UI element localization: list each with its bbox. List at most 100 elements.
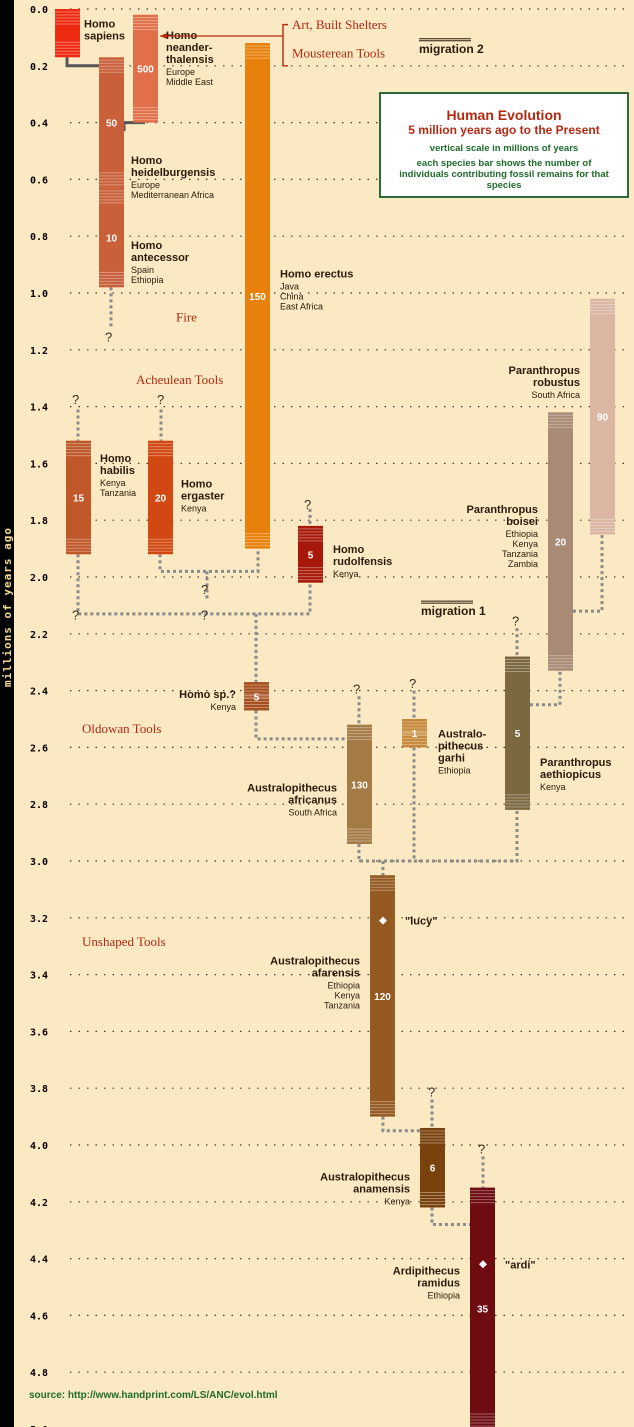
- tool-bracket: [282, 23, 288, 67]
- uncertain-marker: ?: [353, 681, 360, 696]
- species-name: Paranthropus: [540, 757, 612, 769]
- fossil-count: 150: [249, 292, 266, 303]
- axis-ticks: 0.0 0.2 0.4 0.6 0.8 1.0 1.2 1.4 1.6 1.8 2.0 2.2 2.4 2…: [30, 5, 48, 1427]
- lineage-connector: [357, 809, 519, 863]
- species-name: Homo: [84, 19, 115, 31]
- tick-label: 3.6: [30, 1027, 48, 1038]
- lineage-connector: [381, 1116, 420, 1133]
- species-name: Ardipithecus: [393, 1265, 460, 1277]
- species-location: Kenya: [384, 1197, 410, 1207]
- fossil-marker: [379, 916, 387, 925]
- species-name: Paranthropus: [466, 504, 538, 516]
- species-name: sapiens: [84, 31, 125, 43]
- uncertain-marker: ?: [428, 1085, 435, 1100]
- fossil-count: 5: [515, 729, 521, 740]
- species-location: Java: [280, 281, 299, 291]
- tick-label: 1.2: [30, 346, 48, 357]
- uncertain-marker: ?: [72, 608, 79, 623]
- species-name: Australo-: [438, 729, 487, 741]
- uncertain-marker: ?: [478, 1142, 485, 1157]
- lineage-connectors: [65, 57, 604, 1227]
- tick-label: 2.0: [30, 573, 48, 584]
- tick-label: 0.8: [30, 232, 48, 243]
- subtitle: 5 million years ago to the Present: [408, 123, 600, 137]
- uncertain-marker: ?: [201, 582, 208, 597]
- species-name: pithecus: [438, 741, 483, 753]
- species-bar: [548, 412, 573, 671]
- tool-label: Art, Built Shelters: [292, 17, 387, 32]
- tool-label: Mousterean Tools: [292, 45, 385, 60]
- species-location: Kenya: [512, 539, 538, 549]
- annotations: ???????? ???? migration 2 migration 1 "lucy"…: [72, 38, 536, 1271]
- fossil-count: 35: [477, 1304, 489, 1315]
- tick-label: 1.0: [30, 289, 48, 300]
- tick-label: 0.2: [30, 62, 48, 73]
- migration-label: migration 1: [421, 604, 486, 618]
- tick-label: 3.0: [30, 857, 48, 868]
- tick-label: 4.6: [30, 1311, 48, 1322]
- species-location: China: [280, 291, 304, 301]
- tick-label: 3.4: [30, 971, 48, 982]
- uncertain-marker: ?: [304, 497, 311, 512]
- uncertain-marker: ?: [512, 613, 519, 628]
- species-bar: [420, 1127, 445, 1208]
- tool-label: Oldowan Tools: [82, 721, 161, 736]
- tick-label: 2.6: [30, 743, 48, 754]
- species-location: South Africa: [531, 390, 580, 400]
- species-name: Homo: [100, 453, 131, 465]
- tick-label: 3.8: [30, 1084, 48, 1095]
- uncertain-marker: ?: [409, 676, 416, 691]
- species-name: neander-: [166, 42, 213, 54]
- species-location: Ethiopia: [427, 1290, 460, 1300]
- species-name: thalensis: [166, 54, 214, 66]
- species-bar: [99, 57, 124, 188]
- species-name: ergaster: [181, 491, 225, 503]
- axis-sidebar: [0, 0, 14, 1427]
- species-location: East Africa: [280, 301, 323, 311]
- lineage-connector: [430, 1207, 470, 1227]
- tick-label: 5.0: [30, 1425, 48, 1427]
- fossil-count: 50: [106, 119, 118, 130]
- lineage-connector: [158, 548, 260, 573]
- species-location: Ethiopia: [327, 981, 360, 991]
- fossil-count: 1: [412, 729, 418, 740]
- tool-label: Unshaped Tools: [82, 934, 166, 949]
- species-name: boisei: [506, 516, 538, 528]
- tick-label: 0.4: [30, 119, 48, 130]
- lineage-connector: [122, 121, 145, 132]
- tick-label: 2.4: [30, 687, 48, 698]
- species-location: Spain: [131, 265, 154, 275]
- fossil-count: 20: [555, 538, 567, 549]
- uncertain-marker: ?: [201, 608, 208, 623]
- lineage-connector: [65, 57, 111, 68]
- scale-note: vertical scale in millions of years: [429, 143, 579, 154]
- uncertain-marker: ?: [157, 392, 164, 407]
- species-location: Ethiopia: [131, 275, 164, 285]
- species-name: Homo sp.?: [179, 689, 236, 701]
- fossil-count: 5: [308, 550, 314, 561]
- species-bar: [470, 1187, 495, 1427]
- species-bar: [99, 187, 124, 288]
- fossil-count: 15: [73, 493, 85, 504]
- species-location: Ethiopia: [438, 766, 471, 776]
- species-name: garhi: [438, 753, 465, 765]
- title: Human Evolution: [446, 107, 562, 123]
- lineage-connector: [530, 670, 562, 707]
- fossil-count: 5: [254, 692, 260, 703]
- species-name: Australopithecus: [320, 1172, 410, 1184]
- species-name: Homo erectus: [280, 268, 353, 280]
- tick-label: 2.8: [30, 800, 48, 811]
- tool-label: Fire: [176, 309, 197, 324]
- species-name: Australopithecus: [270, 956, 360, 968]
- species-name: afarensis: [312, 968, 360, 980]
- migration-label: migration 2: [419, 42, 484, 56]
- species-name: habilis: [100, 465, 135, 477]
- species-location: Kenya: [334, 991, 360, 1001]
- fossil-count: 120: [374, 992, 391, 1003]
- lineage-connector: [573, 534, 604, 613]
- tick-label: 1.4: [30, 403, 48, 414]
- bar-note: each species bar shows the number of ind…: [399, 158, 609, 191]
- species-bar: [245, 43, 270, 549]
- species-location: Mediterranean Africa: [131, 190, 214, 200]
